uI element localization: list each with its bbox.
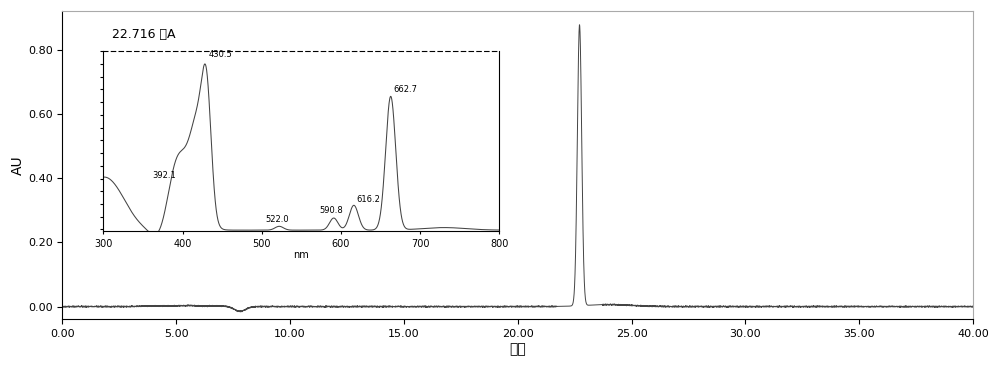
Text: 616.2: 616.2 bbox=[356, 195, 380, 204]
Y-axis label: AU: AU bbox=[11, 156, 25, 175]
Text: 662.7: 662.7 bbox=[393, 85, 417, 94]
X-axis label: 分钟: 分钟 bbox=[509, 342, 526, 356]
Text: 522.0: 522.0 bbox=[265, 215, 289, 224]
Text: 22.716 山A: 22.716 山A bbox=[112, 28, 176, 41]
Text: 590.8: 590.8 bbox=[319, 206, 343, 215]
Text: 430.5: 430.5 bbox=[209, 50, 233, 59]
X-axis label: nm: nm bbox=[294, 250, 309, 260]
Text: 392.1: 392.1 bbox=[153, 171, 176, 180]
